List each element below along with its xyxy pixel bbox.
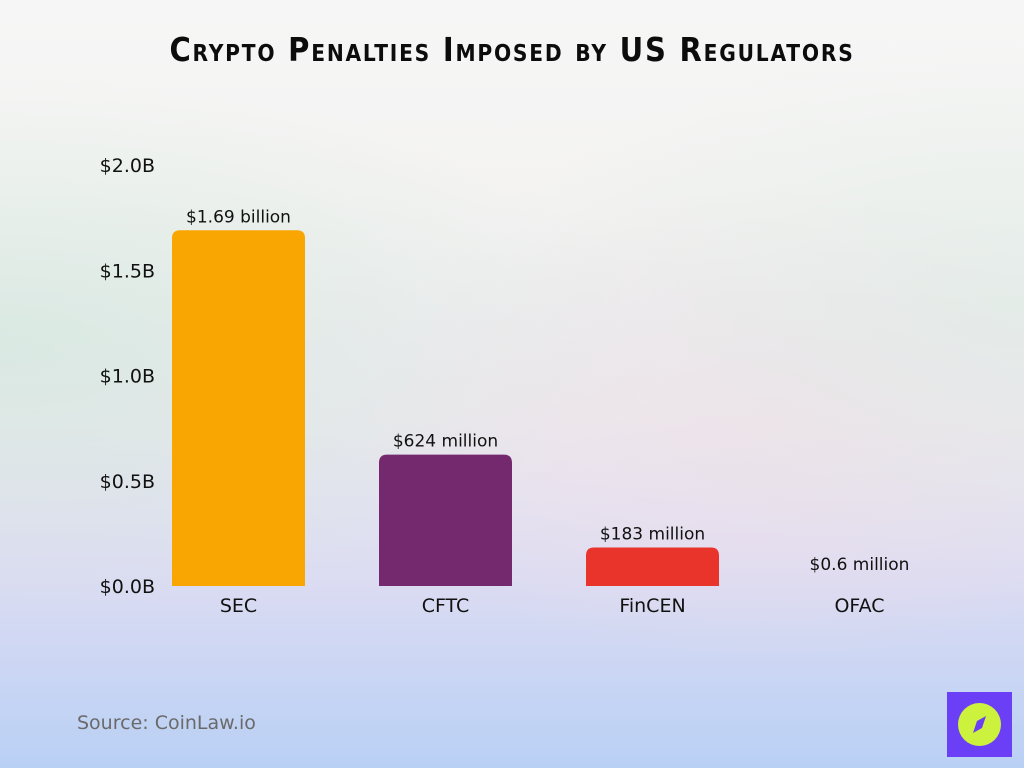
data-label: $1.69 billion — [186, 207, 291, 227]
data-label: $0.6 million — [810, 555, 910, 575]
y-tick-label: $2.0B — [100, 155, 155, 177]
data-label: $183 million — [600, 524, 705, 544]
x-tick-label: SEC — [220, 595, 257, 617]
x-tick-label: FinCEN — [619, 595, 685, 617]
bar-fincen — [586, 547, 719, 586]
bar-cftc — [379, 454, 512, 586]
bar-sec — [172, 230, 305, 586]
x-tick-label: OFAC — [834, 595, 884, 617]
x-tick-label: CFTC — [422, 595, 470, 617]
y-tick-label: $1.5B — [100, 260, 155, 282]
compass-icon — [958, 703, 1001, 746]
data-label: $624 million — [393, 432, 498, 452]
y-tick-label: $0.5B — [100, 471, 155, 493]
chart-title: Crypto Penalties Imposed by US Regulator… — [169, 30, 855, 69]
y-tick-label: $0.0B — [100, 576, 155, 598]
source-note: Source: CoinLaw.io — [77, 712, 256, 734]
y-tick-label: $1.0B — [100, 366, 155, 388]
logo — [947, 692, 1012, 757]
